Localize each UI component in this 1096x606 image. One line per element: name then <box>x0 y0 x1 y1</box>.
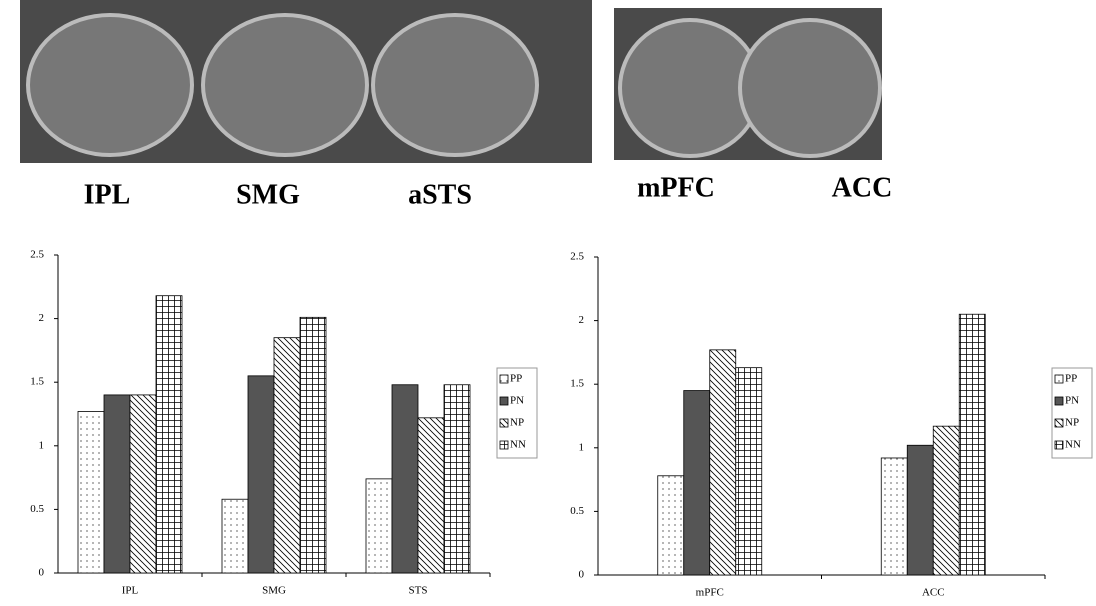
brain <box>373 15 537 155</box>
bar <box>710 350 736 575</box>
y-tick-label: 2 <box>39 312 45 324</box>
y-tick-label: 0.5 <box>570 505 584 517</box>
x-tick-label: mPFC <box>696 587 724 599</box>
bar <box>881 458 907 575</box>
bar <box>933 426 959 575</box>
y-tick-label: 1 <box>579 441 585 453</box>
x-tick-label: STS <box>409 585 428 597</box>
legend-label: NP <box>510 417 524 429</box>
bar <box>78 411 104 573</box>
legend-label: NN <box>1065 439 1081 451</box>
legend-swatch <box>500 375 508 383</box>
x-tick-label: ACC <box>922 587 945 599</box>
image-label: IPL <box>84 179 131 210</box>
y-tick-label: 1.5 <box>30 376 44 388</box>
legend-label: PP <box>510 373 522 385</box>
y-tick-label: 1.5 <box>570 378 584 390</box>
bar <box>222 499 248 573</box>
y-tick-label: 0.5 <box>30 503 44 515</box>
bar <box>684 391 710 575</box>
y-tick-label: 2.5 <box>570 251 584 263</box>
bar <box>392 385 418 573</box>
brain-images-left <box>20 0 592 163</box>
legend-label: NN <box>510 439 526 451</box>
legend-swatch <box>1055 397 1063 405</box>
bar <box>418 418 444 573</box>
bar <box>130 395 156 573</box>
legend-label: PN <box>1065 395 1079 407</box>
y-tick-label: 0 <box>39 567 45 579</box>
bar <box>156 296 182 573</box>
bar <box>274 338 300 573</box>
legend-swatch <box>1055 419 1063 427</box>
bar <box>104 395 130 573</box>
legend-label: NP <box>1065 417 1079 429</box>
brain <box>28 15 192 155</box>
brain <box>740 20 880 156</box>
y-tick-label: 1 <box>39 439 45 451</box>
legend-swatch <box>1055 441 1063 449</box>
figure: IPL SMG aSTS mPFC ACC 0 0.5 1 1.5 2 2.5 IPL SMG… <box>0 0 1096 606</box>
bar <box>907 445 933 575</box>
image-label: mPFC <box>637 172 715 203</box>
image-label: ACC <box>832 172 893 203</box>
y-tick-label: 2.5 <box>30 249 44 261</box>
legend-label: PP <box>1065 373 1077 385</box>
legend-swatch <box>1055 375 1063 383</box>
bar <box>658 476 684 575</box>
y-tick-label: 0 <box>579 569 585 581</box>
image-label: aSTS <box>408 179 472 210</box>
bar <box>444 385 470 573</box>
bar <box>736 368 762 575</box>
bar <box>300 317 326 573</box>
y-tick-label: 2 <box>579 314 585 326</box>
brain-images-right <box>614 8 882 160</box>
bar <box>248 376 274 573</box>
x-tick-label: IPL <box>122 585 139 597</box>
legend-swatch <box>500 441 508 449</box>
bar <box>366 479 392 573</box>
x-tick-label: SMG <box>262 585 286 597</box>
bar <box>959 314 985 575</box>
legend-swatch <box>500 419 508 427</box>
brain <box>203 15 367 155</box>
legend-swatch <box>500 397 508 405</box>
image-label: SMG <box>236 179 300 210</box>
legend-label: PN <box>510 395 524 407</box>
